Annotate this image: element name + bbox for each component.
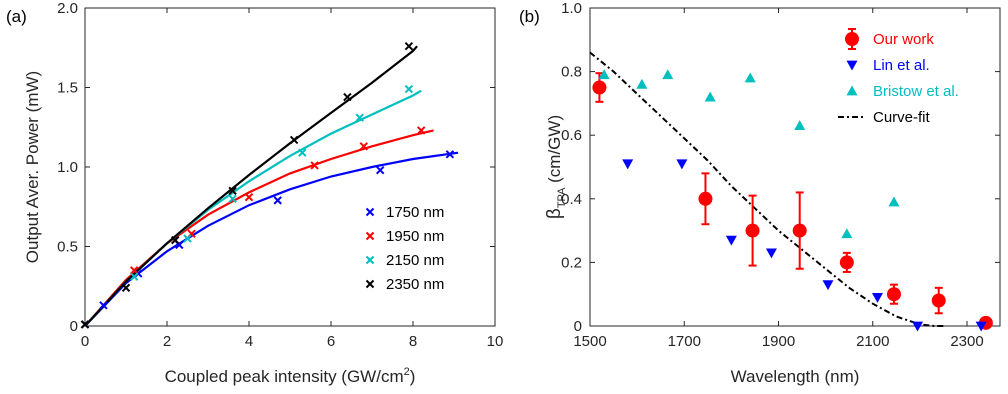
y-tick-label: 0 <box>574 318 582 335</box>
y-tick-label: 0.6 <box>561 127 582 144</box>
panel-b-axes-box <box>590 8 1000 326</box>
point-our-work <box>887 287 901 301</box>
legend-label-bristow-et-al: Bristow et al. <box>873 83 959 100</box>
panel-b-label: (b) <box>519 7 540 26</box>
point-bristow-et-al <box>705 92 716 102</box>
y-tick-label: 0 <box>70 318 78 335</box>
point-our-work <box>698 192 712 206</box>
point-bristow-et-al <box>662 69 673 79</box>
legend-marker-our-work <box>845 29 859 49</box>
point-bristow-et-al <box>745 72 756 82</box>
fit-line-1950-nm <box>85 130 434 326</box>
point-lin-et-al <box>766 248 777 258</box>
point-2350-nm <box>291 136 298 143</box>
point-1750-nm <box>274 197 281 204</box>
legend-label-our-work: Our work <box>873 31 934 48</box>
point-lin-et-al <box>822 280 833 290</box>
point-lin-et-al <box>726 236 737 246</box>
legend-marker-2350-nm <box>367 281 374 288</box>
x-tick-label: 2300 <box>950 333 983 350</box>
fit-line-2150-nm <box>85 91 421 326</box>
x-tick-label: 8 <box>409 333 417 350</box>
legend-marker-1750-nm <box>367 209 374 216</box>
point-our-work <box>746 224 760 238</box>
point-lin-et-al <box>912 322 923 332</box>
point-our-work <box>592 81 606 95</box>
x-tick-label: 0 <box>81 333 89 350</box>
panel-b: (b) 1500 1700 1900 2100 2300 0 0.2 0.4 0.6 0.8 1.0… <box>519 0 1000 386</box>
x-tick-label: 2 <box>163 333 171 350</box>
point-2350-nm <box>123 284 130 291</box>
legend-label-1750-nm: 1750 nm <box>386 204 444 221</box>
y-tick-label: 0.8 <box>561 64 582 81</box>
x-tick-label: 2100 <box>856 333 889 350</box>
y-tick-label: 1.5 <box>57 80 78 97</box>
legend-marker-bristow-et-al <box>847 86 858 96</box>
panel-a-ylabel: Output Aver. Power (mW) <box>23 71 42 263</box>
y-tick-label: 0.5 <box>57 239 78 256</box>
point-bristow-et-al <box>794 120 805 130</box>
point-2150-nm <box>405 86 412 93</box>
panel-a: (a) 0 2 4 6 8 10 0 0.5 1.0 1.5 2.0 Coupled peak in… <box>6 0 503 386</box>
point-bristow-et-al <box>636 79 647 89</box>
y-tick-label: 2.0 <box>57 0 78 17</box>
y-tick-label: 1.0 <box>561 0 582 17</box>
x-tick-label: 4 <box>245 333 253 350</box>
legend-marker-1950-nm <box>367 233 374 240</box>
point-our-work <box>840 255 854 269</box>
x-tick-label: 10 <box>487 333 504 350</box>
legend-marker-lin-et-al <box>847 61 858 71</box>
legend-label-lin-et-al: Lin et al. <box>873 57 930 74</box>
panel-a-xlabel: Coupled peak intensity (GW/cm2) <box>165 366 416 386</box>
point-2150-nm <box>184 235 191 242</box>
point-lin-et-al <box>676 159 687 169</box>
point-lin-et-al <box>872 293 883 303</box>
legend-label-1950-nm: 1950 nm <box>386 228 444 245</box>
point-our-work <box>793 224 807 238</box>
panel-a-legend: 1750 nm 1950 nm 2150 nm 2350 nm <box>367 204 445 293</box>
legend-marker-2150-nm <box>367 257 374 264</box>
point-our-work <box>932 294 946 308</box>
x-tick-label: 1900 <box>762 333 795 350</box>
legend-label-2150-nm: 2150 nm <box>386 252 444 269</box>
panel-a-ticks: 0 2 4 6 8 10 0 0.5 1.0 1.5 2.0 <box>57 0 503 350</box>
point-lin-et-al <box>622 159 633 169</box>
point-bristow-et-al <box>888 196 899 206</box>
point-1750-nm <box>377 167 384 174</box>
legend-label-2350-nm: 2350 nm <box>386 276 444 293</box>
point-2350-nm <box>405 43 412 50</box>
y-tick-label: 1.0 <box>57 159 78 176</box>
point-bristow-et-al <box>841 228 852 238</box>
x-tick-label: 1700 <box>668 333 701 350</box>
y-tick-label: 0.2 <box>561 254 582 271</box>
legend-label-curve-fit: Curve-fit <box>873 109 931 126</box>
fit-line-2350-nm <box>85 46 417 326</box>
panel-b-legend: Our work Lin et al. Bristow et al. Curve-fi… <box>838 29 959 126</box>
x-tick-label: 6 <box>327 333 335 350</box>
x-tick-label: 1500 <box>573 333 606 350</box>
panel-a-label: (a) <box>6 7 27 26</box>
point-1950-nm <box>246 194 253 201</box>
panel-b-xlabel: Wavelength (nm) <box>731 367 860 386</box>
